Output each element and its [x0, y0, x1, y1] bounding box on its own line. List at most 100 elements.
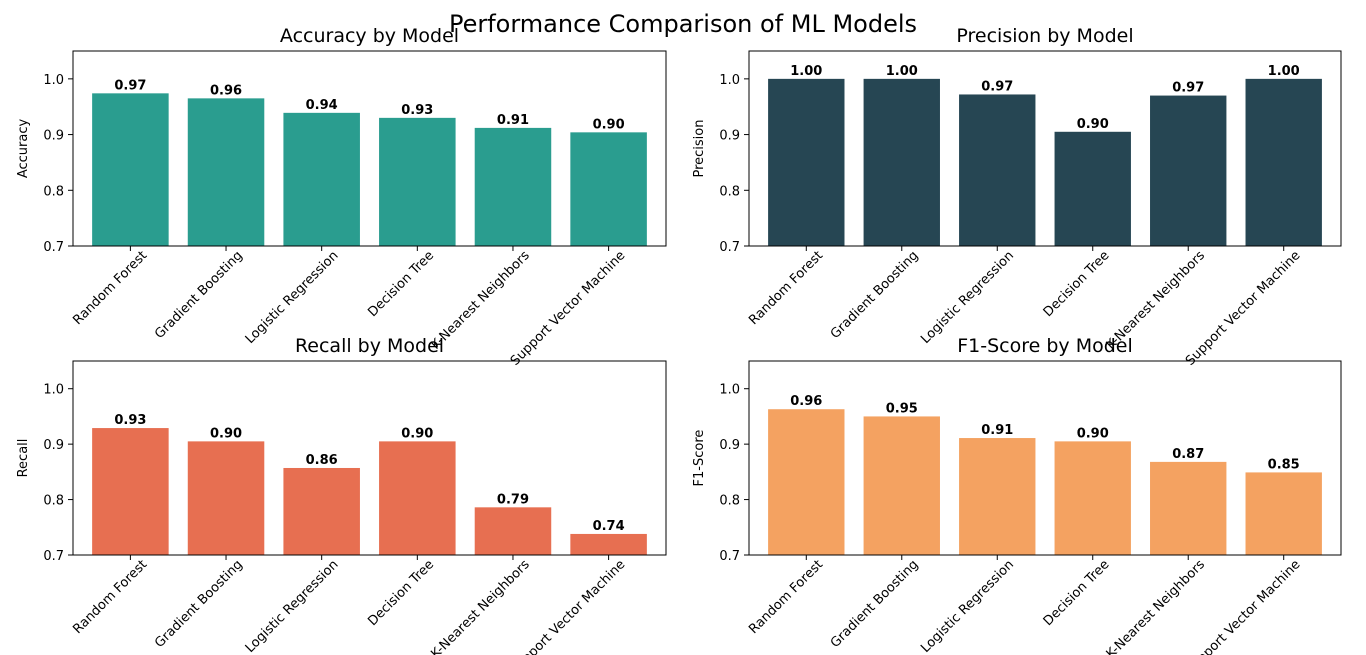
- panel-title: Recall by Model: [295, 335, 444, 357]
- bar-value-label: 0.74: [593, 519, 625, 534]
- y-axis-label: F1-Score: [692, 430, 707, 487]
- bar-value-label: 0.95: [886, 401, 918, 416]
- x-tick-label: Decision Tree: [1041, 557, 1113, 629]
- x-tick-label: Decision Tree: [1041, 248, 1113, 320]
- bar-value-label: 0.91: [497, 113, 529, 128]
- bar-value-label: 0.93: [114, 413, 146, 428]
- bar: [1150, 95, 1227, 246]
- x-tick-label: Support Vector Machine: [1183, 248, 1304, 369]
- x-tick-label: Decision Tree: [365, 248, 437, 320]
- bar: [1245, 472, 1322, 555]
- x-tick-label: Decision Tree: [365, 557, 437, 629]
- x-tick-label: K-Nearest Neighbors: [428, 557, 533, 655]
- bar-value-label: 0.87: [1172, 447, 1204, 462]
- y-tick-label: 1.0: [43, 383, 64, 398]
- bar-value-label: 0.86: [306, 453, 338, 468]
- bar: [474, 127, 552, 246]
- x-tick-label: Random Forest: [746, 248, 826, 328]
- bar-value-label: 0.94: [306, 98, 338, 113]
- y-tick-label: 0.9: [43, 129, 64, 144]
- axes-frame: [748, 50, 1342, 247]
- x-tick-label: Random Forest: [70, 557, 150, 637]
- x-tick-label: Support Vector Machine: [508, 248, 629, 369]
- axes-frame: [748, 360, 1342, 556]
- x-tick-label: Logistic Regression: [243, 557, 342, 655]
- bar: [1245, 78, 1322, 246]
- bar: [187, 441, 265, 555]
- bar: [959, 438, 1036, 555]
- bar: [768, 409, 845, 555]
- panel-title: Precision by Model: [956, 25, 1133, 47]
- x-tick-label: Logistic Regression: [918, 557, 1017, 655]
- bar: [379, 117, 456, 246]
- bar-value-label: 0.90: [210, 426, 242, 441]
- bar: [959, 94, 1036, 247]
- bar-value-label: 0.90: [1077, 117, 1109, 132]
- y-tick-label: 0.9: [719, 438, 740, 453]
- y-axis-label: Recall: [16, 439, 31, 478]
- panel-title: F1-Score by Model: [957, 335, 1133, 357]
- bar: [1054, 441, 1131, 555]
- y-tick-label: 0.7: [719, 240, 740, 255]
- bar-value-label: 0.79: [497, 492, 529, 507]
- x-tick-label: Logistic Regression: [243, 248, 342, 347]
- bar: [474, 507, 552, 555]
- bar-value-label: 0.97: [1172, 81, 1204, 96]
- y-tick-label: 1.0: [719, 383, 740, 398]
- bar-value-label: 0.96: [790, 394, 822, 409]
- bar: [768, 78, 845, 246]
- y-tick-label: 0.8: [43, 184, 64, 199]
- panel-title: Accuracy by Model: [280, 25, 459, 47]
- y-tick-label: 1.0: [43, 73, 64, 88]
- y-tick-label: 0.8: [719, 184, 740, 199]
- axes-frame: [72, 50, 667, 247]
- bar-value-label: 0.90: [401, 426, 433, 441]
- x-tick-label: Gradient Boosting: [828, 557, 922, 651]
- bar: [92, 93, 169, 246]
- bar: [570, 132, 647, 246]
- y-tick-label: 0.7: [43, 240, 64, 255]
- x-tick-label: Random Forest: [746, 557, 826, 637]
- bar-value-label: 1.00: [1268, 64, 1300, 79]
- y-axis-label: Precision: [692, 119, 707, 177]
- bar-value-label: 0.97: [981, 79, 1013, 94]
- x-tick-label: Gradient Boosting: [828, 248, 922, 342]
- bar: [92, 428, 169, 555]
- bar: [570, 533, 647, 555]
- y-tick-label: 0.9: [43, 438, 64, 453]
- chart-panel-4: 0.96 Random Forest 0.95 Gradient Boosting 0.…: [692, 335, 1342, 655]
- x-tick-label: Gradient Boosting: [152, 248, 246, 342]
- x-tick-label: Logistic Regression: [918, 248, 1017, 347]
- bar: [283, 467, 360, 555]
- y-tick-label: 0.7: [719, 549, 740, 564]
- bar-value-label: 0.93: [401, 103, 433, 118]
- figure-title: Performance Comparison of ML Models: [449, 10, 917, 38]
- y-tick-label: 0.8: [719, 494, 740, 509]
- bar-value-label: 0.90: [1077, 426, 1109, 441]
- chart-panel-3: 0.93 Random Forest 0.90 Gradient Boosting 0.…: [16, 335, 667, 655]
- bar: [863, 78, 940, 246]
- bar: [283, 112, 360, 246]
- bar-value-label: 0.90: [593, 117, 625, 132]
- y-tick-label: 0.7: [43, 549, 64, 564]
- y-tick-label: 0.8: [43, 494, 64, 509]
- bar-value-label: 0.91: [981, 423, 1013, 438]
- x-tick-label: K-Nearest Neighbors: [1104, 557, 1209, 655]
- bar: [187, 98, 265, 246]
- y-tick-label: 0.9: [719, 129, 740, 144]
- bar-value-label: 0.97: [114, 78, 146, 93]
- bar-value-label: 0.96: [210, 83, 242, 98]
- bar: [863, 416, 940, 555]
- bar-value-label: 0.85: [1268, 457, 1300, 472]
- chart-panel-2: 1.00 Random Forest 1.00 Gradient Boosting 0.…: [692, 25, 1342, 369]
- chart-panel-1: 0.97 Random Forest 0.96 Gradient Boosting 0.…: [16, 25, 667, 369]
- x-tick-label: Random Forest: [70, 248, 150, 328]
- bar-value-label: 1.00: [886, 64, 918, 79]
- y-tick-label: 1.0: [719, 73, 740, 88]
- bar: [1054, 131, 1131, 246]
- x-tick-label: Gradient Boosting: [152, 557, 246, 651]
- bar: [379, 441, 456, 555]
- bar-value-label: 1.00: [790, 64, 822, 79]
